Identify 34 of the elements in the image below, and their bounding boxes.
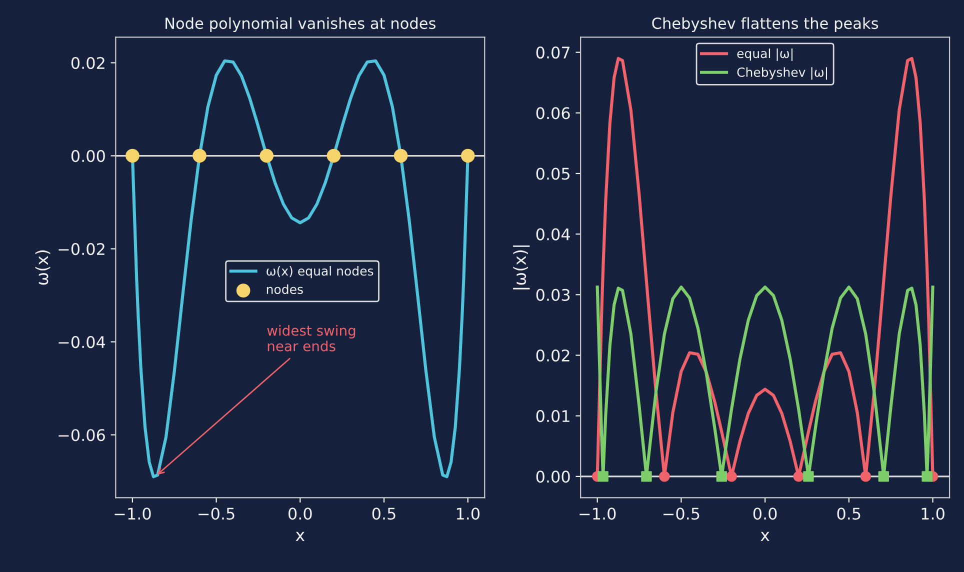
x-tick-label: −0.5 — [664, 508, 700, 520]
y-tick-label: 0.01 — [536, 410, 570, 422]
y-axis-title: ω(x) — [35, 250, 50, 285]
legend-label: equal |ω| — [737, 48, 792, 61]
legend-label: ω(x) equal nodes — [266, 266, 374, 278]
y-tick-label: 0.05 — [536, 168, 570, 180]
legend-label: nodes — [266, 284, 303, 294]
x-tick-label: 0.0 — [288, 508, 312, 520]
x-tick-label: 0.5 — [372, 508, 396, 520]
x-tick-label: −0.5 — [198, 508, 234, 520]
x-tick-label: 1.0 — [922, 508, 944, 520]
y-tick-label: 0.03 — [536, 288, 570, 301]
chart-title: Chebyshev flattens the peaks — [652, 17, 878, 32]
x-tick-label: −1.0 — [580, 508, 616, 520]
chart-title: Node polynomial vanishes at nodes — [166, 17, 436, 32]
y-tick-label: 0.06 — [536, 107, 570, 120]
y-tick-label: −0.04 — [58, 336, 106, 348]
y-tick-label: −0.02 — [58, 243, 104, 256]
y-tick-label: 0.02 — [536, 349, 570, 362]
x-axis-title: x — [760, 532, 770, 542]
x-tick-label: 0.5 — [837, 508, 860, 520]
annotation: widest swing near ends — [267, 325, 356, 352]
x-tick-label: 1.0 — [456, 508, 480, 520]
x-tick-label: −1.0 — [114, 508, 151, 520]
x-axis-title: x — [296, 532, 305, 542]
y-tick-label: 0.07 — [536, 46, 570, 59]
y-tick-label: 0.00 — [71, 150, 105, 162]
y-tick-label: 0.02 — [71, 56, 104, 70]
y-tick-label: −0.06 — [58, 429, 105, 442]
y-tick-label: 0.00 — [536, 470, 570, 483]
x-tick-label: 0.0 — [753, 508, 777, 520]
legend-label: Chebyshev |ω| — [737, 67, 827, 80]
y-axis-title: |ω(x)| — [513, 246, 530, 290]
y-tick-label: 0.04 — [536, 228, 570, 240]
